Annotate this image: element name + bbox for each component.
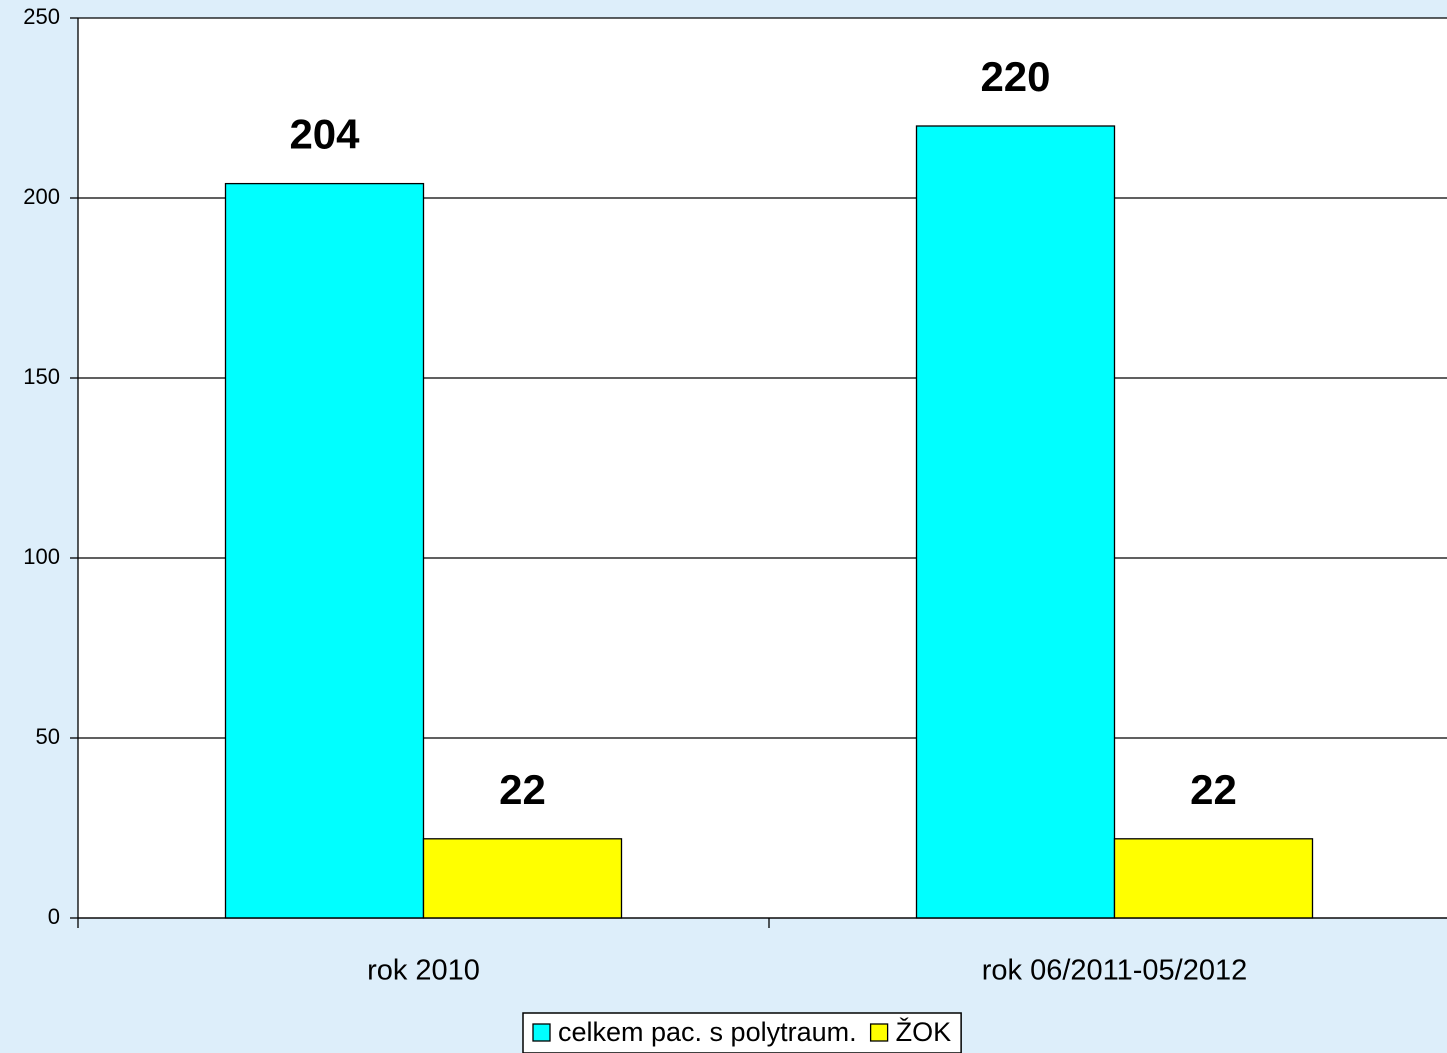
legend-label: ŽOK <box>896 1016 952 1047</box>
y-tick-label: 250 <box>23 4 60 29</box>
y-tick-label: 50 <box>36 724 60 749</box>
legend: celkem pac. s polytraum. ŽOK <box>522 1012 962 1053</box>
y-tick-label: 0 <box>48 904 60 929</box>
data-label: 22 <box>1190 766 1237 813</box>
bar <box>224 182 425 919</box>
legend-swatch <box>869 1023 889 1042</box>
data-label: 22 <box>499 766 546 813</box>
data-label: 204 <box>289 111 360 158</box>
x-tick-label: rok 06/2011-05/2012 <box>982 955 1248 987</box>
y-tick-label: 100 <box>23 544 60 569</box>
y-tick-label: 150 <box>23 364 60 389</box>
data-label: 220 <box>980 53 1050 100</box>
bar <box>1113 838 1314 919</box>
legend-label: celkem pac. s polytraum. <box>558 1017 857 1047</box>
y-tick-label: 200 <box>23 184 60 209</box>
legend-swatch <box>532 1023 551 1042</box>
x-tick-label: rok 2010 <box>367 955 480 987</box>
bar <box>915 125 1116 919</box>
bar <box>422 838 623 919</box>
